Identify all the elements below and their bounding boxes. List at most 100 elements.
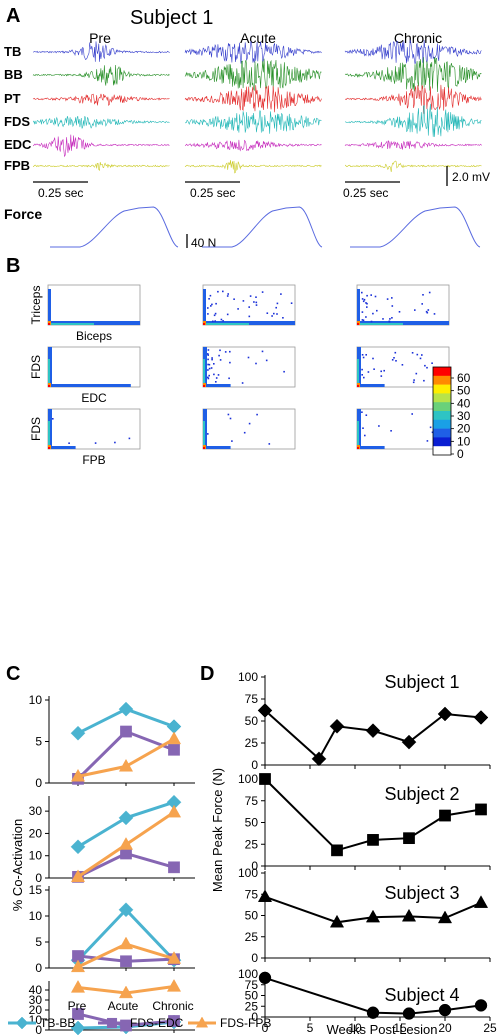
c-y-tick-label: 0 [35, 961, 42, 975]
heatmap-point [361, 368, 363, 371]
heatmap-point [249, 295, 252, 297]
d-x-tick-label: 0 [262, 1021, 269, 1035]
heatmap-point [207, 376, 209, 379]
c-data-point [120, 1019, 132, 1032]
heatmap-point [52, 418, 54, 420]
heatmap-point [391, 317, 393, 319]
heatmap-point [271, 315, 273, 317]
emg-trace [345, 84, 482, 114]
heatmap-point [383, 369, 385, 372]
d-y-tick-label: 50 [245, 816, 259, 830]
heatmap-point [209, 294, 212, 297]
heatmap-point [214, 312, 217, 315]
heatmap-xlabel: Biceps [76, 329, 112, 343]
heatmap-point [229, 350, 231, 353]
emg-traces [32, 39, 482, 174]
emg-channel-label: BB [4, 67, 23, 82]
heatmap-ylabel: FDS [29, 355, 43, 379]
c-y-tick-label: 20 [29, 1003, 43, 1017]
colorbar-tick-label: 20 [457, 422, 471, 436]
d-x-tick-label: 15 [393, 1021, 407, 1035]
c-y-tick-label: 5 [35, 935, 42, 949]
heatmap-point [229, 361, 231, 364]
c-data-point [166, 978, 182, 992]
c-y-tick-label: 10 [29, 849, 43, 863]
heatmap-point [261, 350, 264, 353]
d-data-point [329, 718, 345, 734]
c-data-point [166, 951, 182, 964]
heatmap-point [128, 437, 131, 440]
emg-channel-label: FPB [4, 158, 30, 173]
heatmap-point [411, 413, 413, 415]
emg-trace [32, 93, 170, 107]
heatmap-point [94, 442, 97, 444]
heatmap-point [208, 367, 211, 370]
heatmap-point [207, 353, 209, 355]
c-series-line [76, 907, 176, 962]
heatmap-point [243, 431, 246, 434]
heatmap-density [203, 385, 205, 387]
d-data-point [401, 908, 417, 922]
heatmap-density [203, 289, 206, 325]
c-data-point [70, 979, 86, 993]
condition-label-acute: Acute [240, 30, 276, 46]
heatmap-point [361, 411, 363, 413]
heatmap-density [48, 421, 50, 449]
legend-label: TB-BB [40, 1016, 75, 1030]
heatmap-density [357, 421, 359, 449]
heatmap-density [48, 447, 50, 449]
heatmap-point [393, 357, 395, 359]
d-data-point [366, 1006, 380, 1019]
heatmap-point [233, 298, 235, 300]
c-data-point [70, 869, 86, 883]
heatmap-point [255, 296, 257, 298]
heatmap-point [68, 442, 70, 444]
heatmap-point [207, 349, 210, 351]
heatmap-point [421, 303, 423, 305]
emg-trace [33, 115, 170, 129]
heatmap-density [357, 384, 385, 387]
legend-swatch-marker [15, 1016, 29, 1030]
c-data-point [118, 837, 134, 850]
d-data-point [365, 723, 381, 739]
c-data-point [118, 902, 134, 918]
heatmap-point [361, 298, 364, 300]
d-x-axis-label: Weeks Post Lesion [326, 1022, 437, 1036]
heatmap-point [210, 305, 212, 307]
heatmap-point [423, 379, 425, 382]
force-trace [50, 206, 179, 248]
emg-trace [344, 103, 482, 137]
c-series-line [76, 729, 175, 780]
heatmap-density [203, 359, 205, 387]
heatmap-point [411, 352, 414, 354]
d-data-point [438, 1003, 452, 1017]
heatmap-point [242, 300, 245, 302]
heatmap-density [357, 446, 385, 449]
d-x-tick-label: 5 [307, 1021, 314, 1035]
heatmap-point [390, 430, 392, 432]
heatmap-point [372, 312, 374, 315]
heatmap-point [412, 381, 415, 384]
heatmap-point [228, 377, 230, 380]
c-data-point [120, 955, 132, 968]
heatmap-point [366, 302, 368, 305]
c-data-point [168, 1015, 180, 1027]
heatmap-point [261, 291, 264, 293]
d-y-tick-label: 100 [238, 772, 258, 786]
emg-trace [184, 58, 322, 92]
colorbar-tick-label: 10 [457, 434, 471, 448]
heatmap-point [426, 366, 428, 369]
heatmap-ylabel: FDS [29, 417, 43, 441]
heatmap-point [361, 311, 364, 313]
d-data-point [311, 751, 327, 767]
legend-label: FDS-FPB [220, 1016, 271, 1030]
heatmap-point [428, 291, 431, 294]
c-category-label: Chronic [152, 999, 193, 1013]
c-data-point [70, 1020, 86, 1036]
heatmap-point [391, 305, 394, 307]
heatmap-point [226, 295, 229, 297]
heatmap-point [248, 422, 251, 425]
heatmap-point [207, 354, 209, 356]
heatmap-frame [47, 284, 141, 326]
heatmap-point [413, 379, 415, 381]
